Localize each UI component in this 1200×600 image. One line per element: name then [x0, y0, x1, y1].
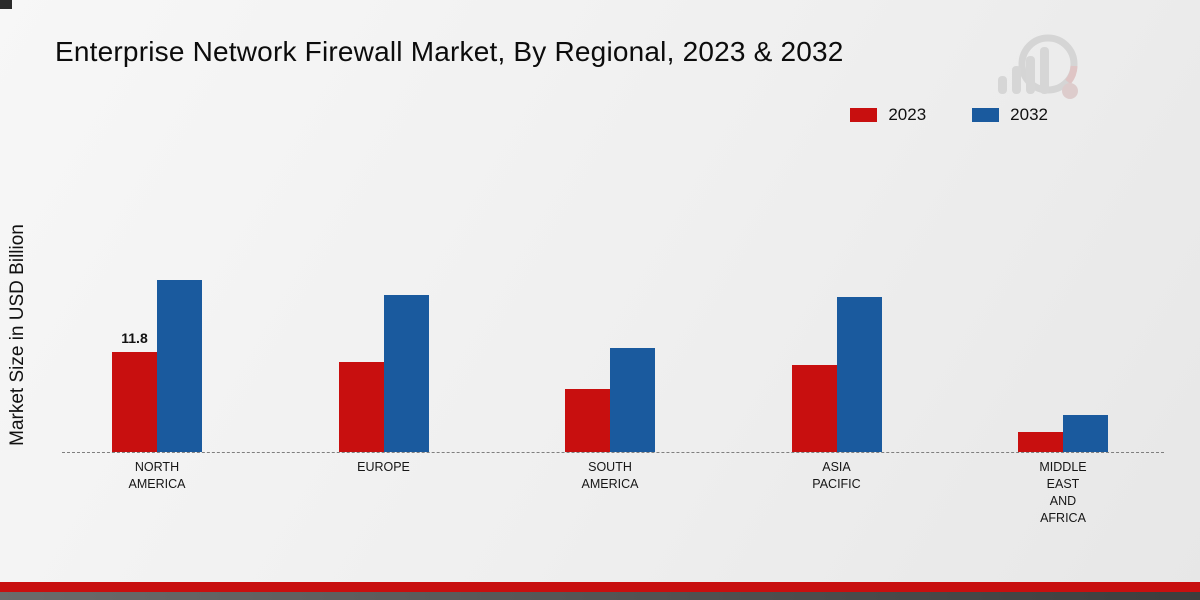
bar-group-asia-pacific	[791, 297, 882, 452]
bar-group-europe	[338, 295, 429, 452]
category-label-north-america: NORTH AMERICA	[128, 460, 186, 491]
y-axis-label: Market Size in USD Billion	[7, 224, 28, 446]
bar-2032-south-america	[610, 348, 655, 452]
brand-logo	[990, 30, 1082, 113]
corner-mark	[0, 0, 12, 9]
legend-label-2023: 2023	[888, 105, 927, 124]
bar-2023-asia-pacific	[791, 365, 837, 452]
category-label-asia-pacific: ASIA PACIFIC	[812, 460, 861, 491]
bar-2023-europe	[338, 362, 384, 452]
bar-2023-middle-east-and-africa	[1018, 432, 1063, 452]
bar-group-north-america: 11.8	[112, 280, 202, 452]
category-label-europe: EUROPE	[357, 460, 410, 474]
legend: 2023 2032	[850, 105, 1048, 125]
footer-red-strip	[0, 582, 1200, 592]
legend-swatch-2032	[972, 108, 1000, 122]
bar-2023-south-america	[565, 389, 610, 452]
bar-2032-asia-pacific	[836, 297, 882, 452]
footer-dark-strip	[0, 592, 1200, 600]
bar-2023-north-america: 11.8	[112, 330, 157, 452]
bar-2032-europe	[383, 295, 429, 452]
bar-2032-middle-east-and-africa	[1063, 415, 1108, 452]
bar-value-label: 11.8	[121, 330, 148, 346]
bar-2032-north-america	[157, 280, 202, 452]
legend-swatch-2023	[850, 108, 878, 122]
category-label-south-america: SOUTH AMERICA	[581, 460, 639, 491]
legend-label-2032: 2032	[1010, 105, 1048, 124]
brand-logo-icon	[998, 34, 1078, 99]
x-axis-baseline	[62, 452, 1164, 453]
chart-title: Enterprise Network Firewall Market, By R…	[55, 36, 844, 67]
bar-group-middle-east-and-africa	[1018, 415, 1108, 452]
category-label-middle-east-and-africa: MIDDLE EAST AND AFRICA	[1039, 460, 1087, 525]
legend-item-2023: 2023	[850, 105, 926, 125]
bar-group-south-america	[565, 348, 655, 452]
legend-item-2032: 2032	[972, 105, 1048, 125]
